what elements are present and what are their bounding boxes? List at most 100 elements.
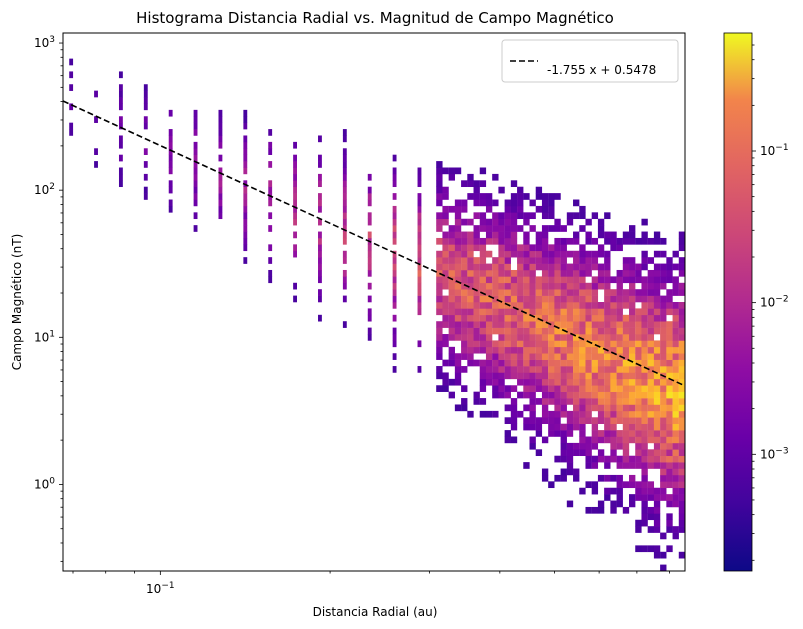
histogram-cell [566,449,574,457]
histogram-cell [610,334,617,341]
histogram-cell [454,314,462,322]
histogram-cell [554,302,561,309]
histogram-cell [672,462,679,469]
histogram-cell [535,346,543,354]
histogram-cell [660,314,667,322]
histogram-cell [597,340,605,348]
histogram-cell [573,404,580,412]
histogram-cell [442,314,449,322]
histogram-cell [579,289,586,296]
histogram-cell [678,282,685,290]
histogram-cell [541,321,549,328]
histogram-cell [641,378,648,386]
histogram-cell [448,391,455,399]
histogram-cell [442,250,449,258]
histogram-cell [647,513,655,521]
histogram-cell [597,404,605,412]
histogram-cell [566,269,574,277]
histogram-cell [535,366,543,373]
histogram-cell [591,302,599,309]
histogram-cell [473,257,480,264]
histogram-cell [479,212,487,220]
histogram-cell [541,193,549,200]
histogram-cell [653,295,661,303]
histogram-cell [604,231,611,239]
histogram-cell [647,314,655,322]
histogram-cell [535,186,543,194]
histogram-cell [672,346,679,354]
histogram-cell [517,250,524,258]
histogram-cell [454,244,462,252]
histogram-cell [318,263,322,271]
histogram-cell [492,173,499,181]
histogram-cell [653,276,661,284]
histogram-cell [448,321,455,328]
histogram-cell [243,148,248,155]
histogram-cell [573,257,580,264]
histogram-cell [678,513,685,521]
histogram-cell [647,321,655,328]
histogram-cell [392,353,397,360]
histogram-cell [318,314,322,322]
histogram-cell [143,122,148,130]
histogram-cell [604,321,611,328]
histogram-cell [604,340,611,348]
histogram-cell [641,250,648,258]
histogram-cell [672,302,679,309]
histogram-cell [579,327,586,335]
histogram-cell [566,250,574,258]
histogram-cell [579,410,586,418]
histogram-cell [672,366,679,373]
histogram-cell [448,308,455,316]
histogram-cell [579,404,586,412]
histogram-cell [666,378,673,386]
histogram-cell [367,269,372,277]
histogram-cell [510,314,518,322]
histogram-cell [616,404,623,412]
histogram-cell [498,289,505,296]
histogram-cell [541,263,549,271]
histogram-cell [573,474,580,482]
histogram-cell [591,346,599,354]
histogram-cell [666,321,673,328]
histogram-cell [69,71,74,79]
histogram-cell [566,346,574,354]
histogram-cell [678,378,685,386]
histogram-cell [635,449,642,457]
histogram-cell [653,314,661,322]
histogram-cell [504,404,511,412]
histogram-cell [218,167,223,175]
histogram-cell [473,391,480,399]
histogram-cell [554,276,561,284]
histogram-cell [492,289,499,296]
histogram-cell [672,494,679,501]
histogram-cell [461,353,468,360]
histogram-cell [467,410,474,418]
histogram-cell [579,302,586,309]
histogram-cell [554,218,561,226]
histogram-cell [678,237,685,245]
histogram-cell [461,289,468,296]
histogram-cell [672,455,679,463]
histogram-cell [454,308,462,316]
histogram-cell [678,385,685,392]
histogram-cell [193,225,198,232]
histogram-cell [548,193,555,200]
histogram-cell [616,340,623,348]
histogram-cell [616,237,623,245]
histogram-cell [672,276,679,284]
histogram-cell [647,494,655,501]
histogram-cell [604,359,611,367]
histogram-cell [591,404,599,412]
histogram-cell [641,398,648,405]
histogram-cell [629,391,636,399]
histogram-cell [610,391,617,399]
histogram-cell [629,436,636,444]
histogram-cell [666,410,673,418]
histogram-cell [529,282,536,290]
histogram-cell [268,257,273,264]
histogram-cell [604,378,611,386]
histogram-cell [473,295,480,303]
histogram-cell [566,295,574,303]
histogram-cell [622,327,630,335]
